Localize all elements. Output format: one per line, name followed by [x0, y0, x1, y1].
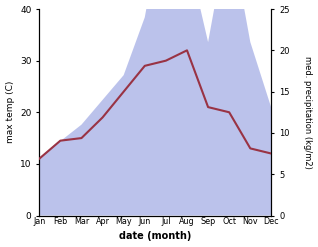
Y-axis label: med. precipitation (kg/m2): med. precipitation (kg/m2): [303, 56, 313, 169]
Y-axis label: max temp (C): max temp (C): [5, 81, 15, 144]
X-axis label: date (month): date (month): [119, 231, 191, 242]
